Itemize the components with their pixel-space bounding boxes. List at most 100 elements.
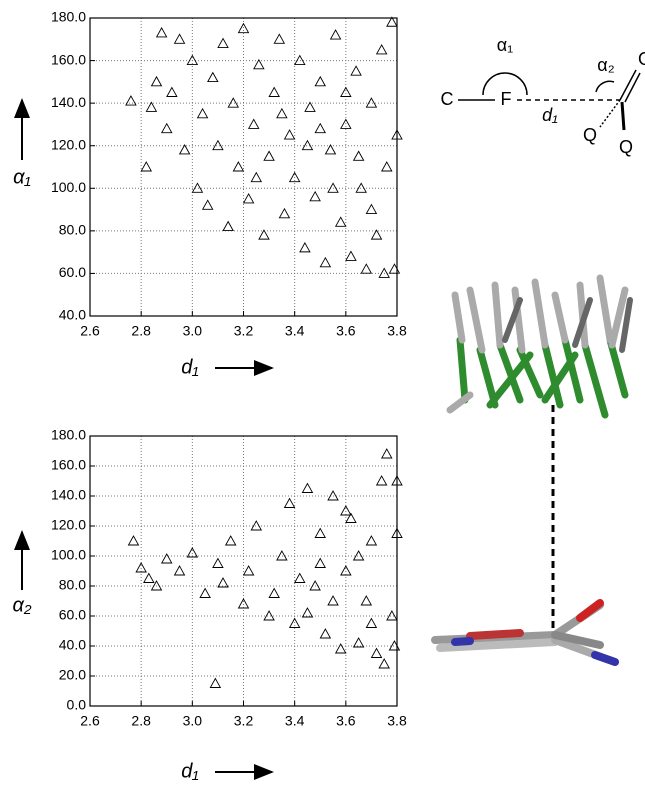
point — [366, 205, 376, 214]
point — [251, 173, 261, 182]
y-axis-label: α₂ — [12, 594, 31, 616]
point — [382, 449, 392, 458]
y-tick-label: 60.0 — [59, 607, 86, 623]
x-axis-label: d₁ — [181, 760, 198, 782]
point — [320, 258, 330, 267]
y-tick-label: 160.0 — [51, 457, 86, 473]
point — [354, 151, 364, 160]
point — [351, 66, 361, 75]
y-tick-label: 0.0 — [67, 697, 87, 713]
point — [320, 629, 330, 638]
point — [331, 30, 341, 39]
x-tick-label: 3.2 — [234, 323, 254, 339]
point — [192, 183, 202, 192]
y-tick-label: 160.0 — [51, 51, 86, 67]
point — [305, 102, 315, 111]
point — [144, 574, 154, 583]
point — [180, 145, 190, 154]
point — [328, 596, 338, 605]
point — [274, 34, 284, 43]
point — [366, 619, 376, 628]
point — [244, 566, 254, 575]
point — [341, 506, 351, 515]
atom-label: F — [501, 89, 512, 109]
atom-label: Q — [619, 137, 633, 157]
plot-frame — [90, 18, 397, 316]
y-tick-label: 40.0 — [59, 307, 86, 323]
y-tick-label: 80.0 — [59, 222, 86, 238]
point — [162, 124, 172, 133]
point — [379, 659, 389, 668]
point — [295, 574, 305, 583]
point — [218, 39, 228, 48]
point — [233, 162, 243, 171]
x-tick-label: 3.0 — [183, 713, 203, 729]
point — [167, 88, 177, 97]
figure: C F α₁ d₁ α₂ O Q Q — [0, 0, 645, 782]
point — [325, 145, 335, 154]
point — [141, 162, 151, 171]
molecule-render — [435, 278, 630, 662]
atom-label: Q — [583, 125, 597, 145]
point — [277, 109, 287, 118]
point — [203, 200, 213, 209]
point — [315, 124, 325, 133]
point — [387, 17, 397, 26]
x-tick-label: 3.0 — [183, 323, 203, 339]
point — [210, 679, 220, 688]
point — [269, 88, 279, 97]
point — [285, 499, 295, 508]
point — [259, 230, 269, 239]
point — [175, 34, 185, 43]
point — [146, 102, 156, 111]
point — [249, 119, 259, 128]
point — [372, 230, 382, 239]
point — [239, 599, 249, 608]
angle-label: α₂ — [597, 55, 614, 75]
point — [315, 559, 325, 568]
distance-label: d₁ — [542, 105, 558, 125]
point — [226, 536, 236, 545]
x-tick-label: 2.8 — [131, 323, 151, 339]
point — [377, 476, 387, 485]
y-tick-label: 120.0 — [51, 136, 86, 152]
x-tick-label: 3.4 — [285, 713, 305, 729]
point — [228, 98, 238, 107]
x-tick-label: 2.6 — [80, 713, 100, 729]
x-tick-label: 3.6 — [336, 713, 356, 729]
x-tick-label: 3.6 — [336, 323, 356, 339]
point — [157, 28, 167, 37]
point — [341, 566, 351, 575]
y-tick-label: 40.0 — [59, 637, 86, 653]
x-tick-label: 3.8 — [387, 713, 407, 729]
point — [295, 56, 305, 65]
point — [341, 88, 351, 97]
y-tick-label: 100.0 — [51, 179, 86, 195]
y-tick-label: 120.0 — [51, 517, 86, 533]
point — [244, 194, 254, 203]
x-tick-label: 3.4 — [285, 323, 305, 339]
y-tick-label: 20.0 — [59, 667, 86, 683]
point — [300, 243, 310, 252]
point — [213, 141, 223, 150]
point — [285, 130, 295, 139]
point — [264, 611, 274, 620]
point — [279, 209, 289, 218]
point — [361, 264, 371, 273]
point — [361, 596, 371, 605]
point — [302, 484, 312, 493]
point — [264, 151, 274, 160]
y-tick-label: 80.0 — [59, 577, 86, 593]
atom-label: O — [638, 49, 645, 69]
y-tick-label: 180.0 — [51, 9, 86, 25]
point — [336, 644, 346, 653]
point — [372, 649, 382, 658]
point — [315, 77, 325, 86]
point — [346, 251, 356, 260]
point — [126, 96, 136, 105]
point — [389, 264, 399, 273]
point — [310, 192, 320, 201]
point — [152, 77, 162, 86]
point — [366, 536, 376, 545]
y-axis-label: α₁ — [13, 166, 31, 188]
